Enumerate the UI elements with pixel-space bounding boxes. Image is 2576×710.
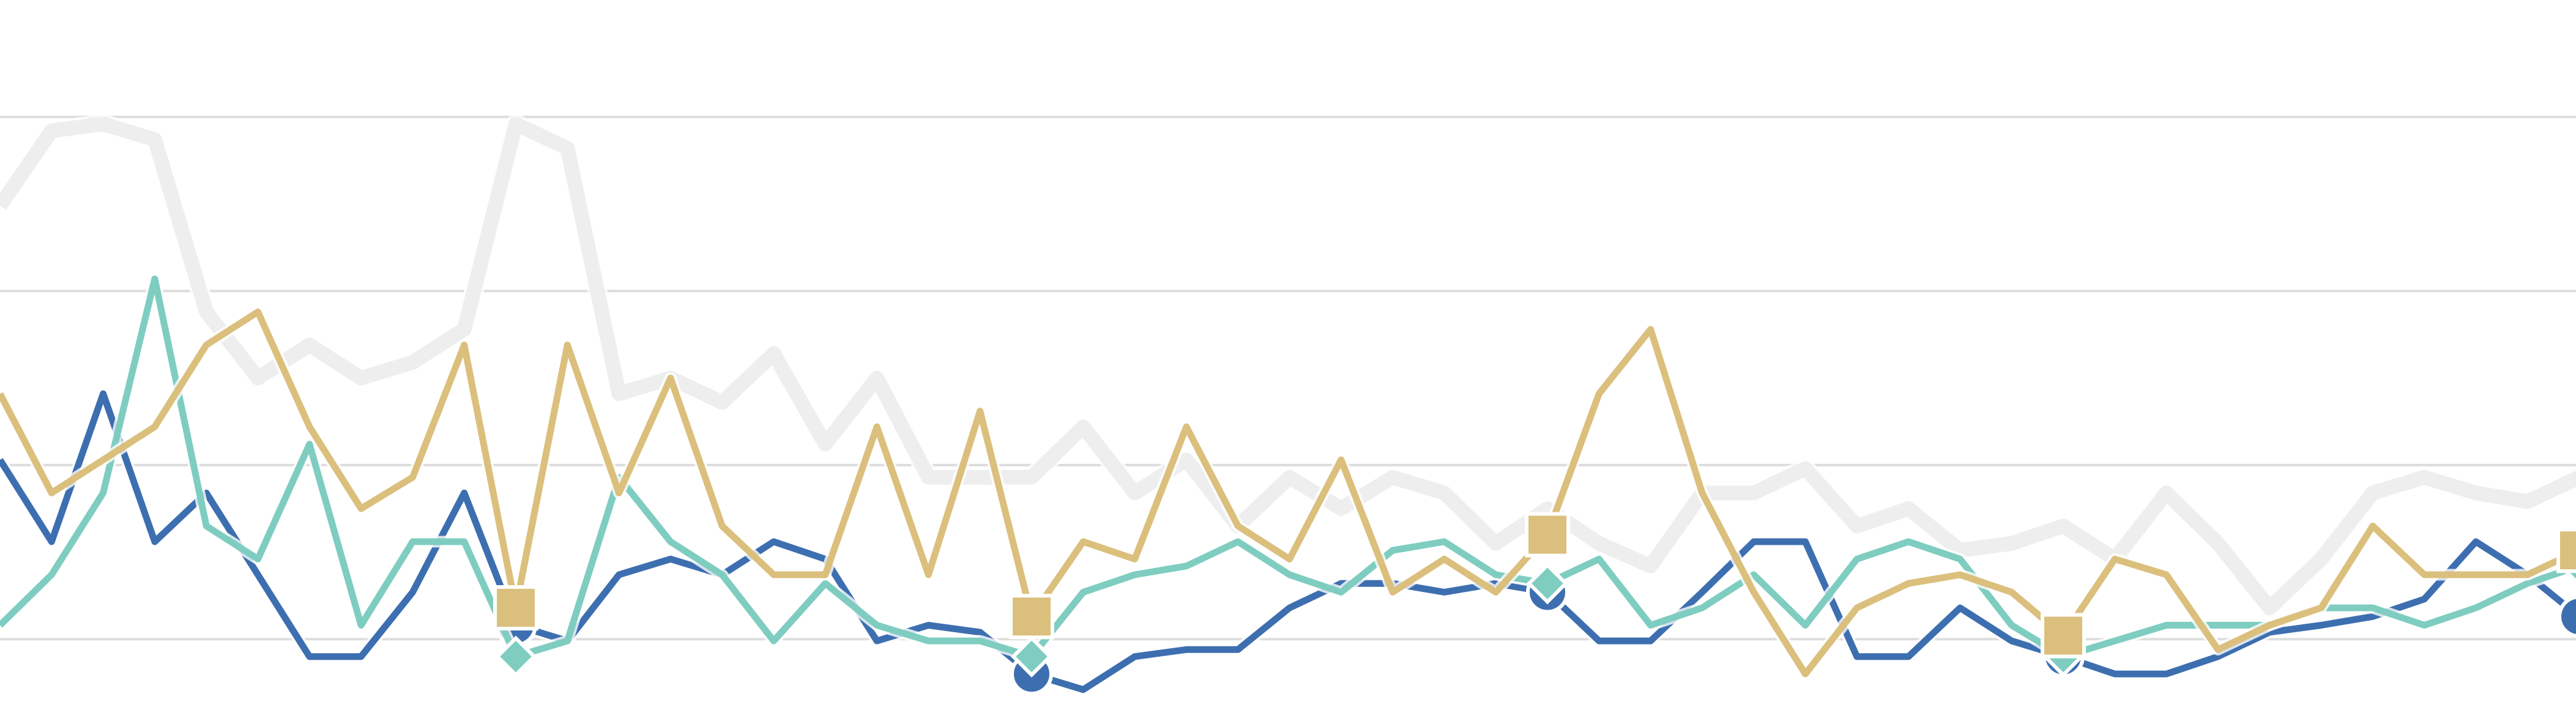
marker-square — [1525, 512, 1570, 558]
marker-diamond — [1010, 635, 1053, 678]
marker-diamond — [1526, 562, 1569, 605]
series-line — [0, 390, 2576, 693]
marker-square — [493, 585, 538, 631]
marker-circle — [2558, 595, 2576, 638]
series-line — [0, 275, 2576, 660]
marker-square — [1009, 594, 1054, 640]
series-line-halo — [0, 387, 2576, 696]
series-line — [0, 116, 2576, 616]
marker-square — [2041, 613, 2086, 659]
marker-diamond — [494, 635, 537, 678]
series-line — [0, 308, 2576, 678]
marker-square — [2556, 528, 2576, 574]
